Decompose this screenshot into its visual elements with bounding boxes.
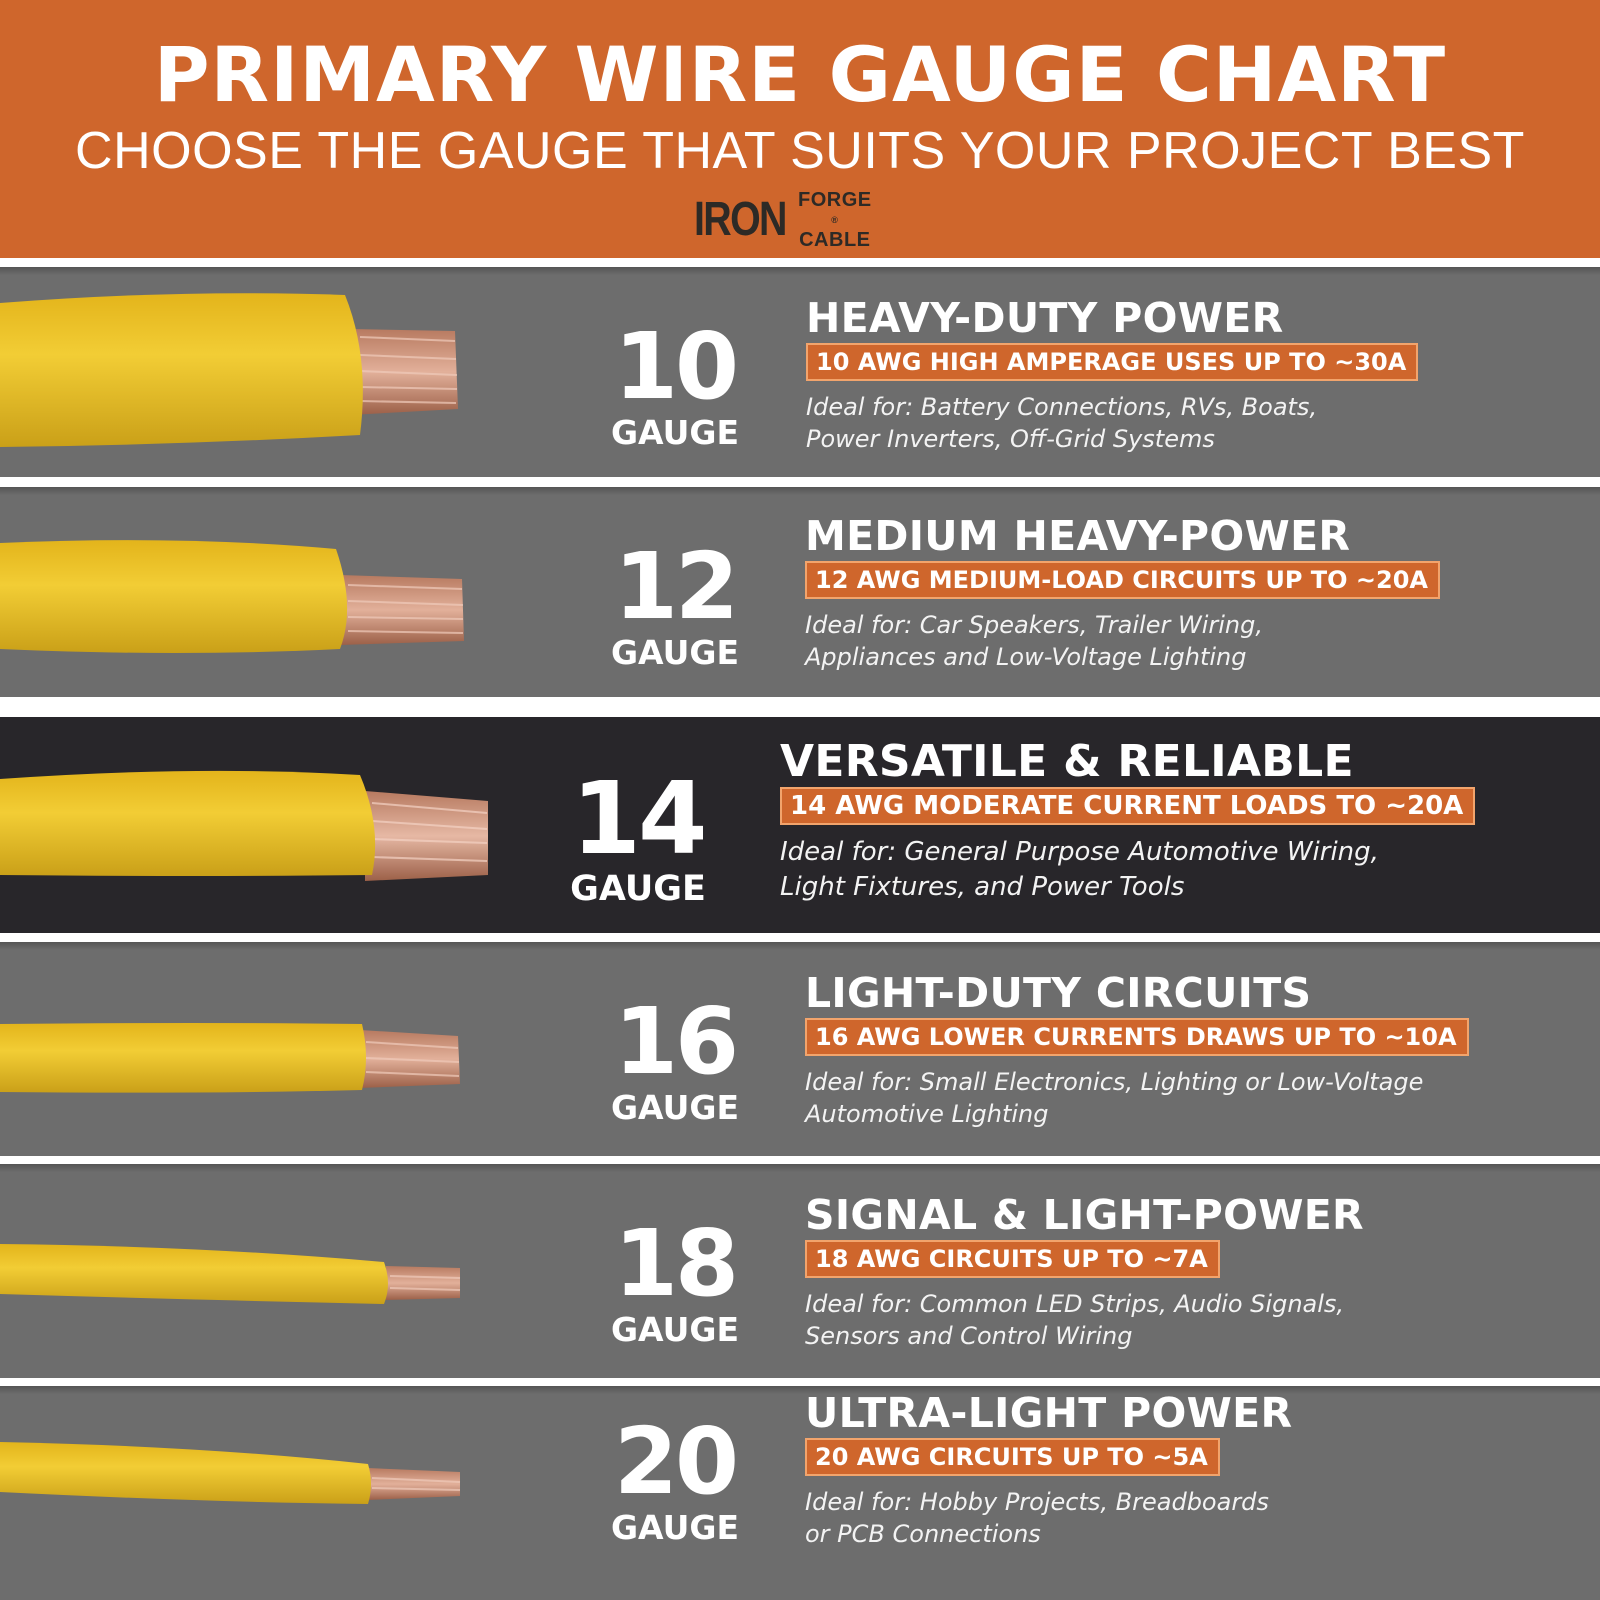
gauge-row-12: 12 GAUGE MEDIUM HEAVY-POWER 12 AWG MEDIU…	[0, 487, 1600, 697]
gauge-row-14: 14 GAUGE VERSATILE & RELIABLE 14 AWG MOD…	[0, 717, 1600, 933]
ideal-for-text: Ideal for: Battery Connections, RVs, Boa…	[806, 391, 1418, 455]
amperage-badge: 20 AWG CIRCUITS UP TO ~5A	[805, 1438, 1220, 1476]
ideal-line-1: Ideal for: Small Electronics, Lighting o…	[805, 1068, 1424, 1096]
ideal-line-2: Sensors and Control Wiring	[805, 1322, 1133, 1350]
gauge-number: 20	[613, 1408, 739, 1515]
gauge-row-20: 20 GAUGE ULTRA-LIGHT POWER 20 AWG CIRCUI…	[0, 1386, 1600, 1600]
wire-10-image	[0, 293, 458, 447]
gauge-number-20: 20 GAUGE	[585, 1416, 765, 1546]
gauge-number-18: 18 GAUGE	[585, 1218, 765, 1348]
gauge-heading: LIGHT-DUTY CIRCUITS	[805, 969, 1312, 1017]
gauge-unit: GAUGE	[610, 1310, 740, 1349]
gauge-unit: GAUGE	[610, 413, 740, 452]
gauge-unit: GAUGE	[610, 633, 740, 672]
ideal-line-1: Ideal for: Battery Connections, RVs, Boa…	[806, 393, 1318, 421]
gauge-heading: HEAVY-DUTY POWER	[806, 294, 1284, 342]
ideal-line-1: Ideal for: Common LED Strips, Audio Sign…	[805, 1290, 1345, 1318]
wire-18-image	[0, 1244, 461, 1304]
wire-14-image	[0, 770, 488, 881]
gauge-info-10: HEAVY-DUTY POWER 10 AWG HIGH AMPERAGE US…	[806, 294, 1419, 455]
gauge-heading: ULTRA-LIGHT POWER	[805, 1389, 1293, 1437]
logo-main-text: IRON	[694, 193, 787, 246]
logo-sub-text: FORGE ® CABLE	[798, 190, 872, 250]
ideal-for-text: Ideal for: Small Electronics, Lighting o…	[805, 1066, 1469, 1130]
ideal-line-2: or PCB Connections	[805, 1520, 1041, 1548]
amperage-badge: 16 AWG LOWER CURRENTS DRAWS UP TO ~10A	[805, 1018, 1469, 1056]
gauge-info-18: SIGNAL & LIGHT-POWER 18 AWG CIRCUITS UP …	[805, 1192, 1364, 1352]
header-banner: PRIMARY WIRE GAUGE CHART CHOOSE THE GAUG…	[0, 0, 1600, 258]
amperage-badge: 12 AWG MEDIUM-LOAD CIRCUITS UP TO ~20A	[805, 561, 1440, 599]
gauge-heading: SIGNAL & LIGHT-POWER	[805, 1191, 1364, 1239]
gauge-unit: GAUGE	[610, 1508, 740, 1547]
ideal-line-2: Appliances and Low-Voltage Lighting	[805, 643, 1247, 671]
ideal-for-text: Ideal for: Car Speakers, Trailer Wiring,…	[805, 609, 1440, 673]
gauge-number-12: 12 GAUGE	[585, 541, 765, 671]
ideal-line-2: Power Inverters, Off-Grid Systems	[806, 425, 1215, 453]
gauge-number: 14	[571, 760, 707, 877]
wire-16-image	[0, 1023, 460, 1093]
gauge-info-14: VERSATILE & RELIABLE 14 AWG MODERATE CUR…	[780, 736, 1476, 905]
ideal-for-text: Ideal for: Hobby Projects, Breadboards o…	[805, 1486, 1292, 1550]
ideal-line-1: Ideal for: General Purpose Automotive Wi…	[780, 837, 1379, 867]
gauge-unit: GAUGE	[570, 869, 706, 909]
wire-20-image	[0, 1442, 461, 1504]
page-subtitle: CHOOSE THE GAUGE THAT SUITS YOUR PROJECT…	[75, 122, 1525, 180]
gauge-number: 18	[613, 1210, 739, 1317]
gauge-row-18: 18 GAUGE SIGNAL & LIGHT-POWER 18 AWG CIR…	[0, 1164, 1600, 1378]
logo-forge: FORGE	[798, 189, 872, 211]
gauge-number: 16	[613, 988, 739, 1095]
amperage-badge: 10 AWG HIGH AMPERAGE USES UP TO ~30A	[806, 343, 1419, 381]
brand-logo: IRON FORGE ® CABLE	[694, 190, 872, 250]
gauge-info-20: ULTRA-LIGHT POWER 20 AWG CIRCUITS UP TO …	[805, 1390, 1292, 1550]
amperage-badge: 18 AWG CIRCUITS UP TO ~7A	[805, 1240, 1220, 1278]
page-title: PRIMARY WIRE GAUGE CHART	[153, 30, 1447, 119]
gauge-info-12: MEDIUM HEAVY-POWER 12 AWG MEDIUM-LOAD CI…	[805, 513, 1440, 673]
gauge-number-14: 14 GAUGE	[548, 760, 728, 909]
gauge-unit: GAUGE	[610, 1088, 740, 1127]
ideal-line-1: Ideal for: Car Speakers, Trailer Wiring,	[805, 611, 1263, 639]
ideal-line-2: Light Fixtures, and Power Tools	[780, 872, 1185, 902]
gauge-number: 12	[613, 533, 739, 640]
gauge-heading: VERSATILE & RELIABLE	[780, 736, 1354, 787]
registered-mark: ®	[831, 215, 839, 225]
ideal-for-text: Ideal for: General Purpose Automotive Wi…	[780, 835, 1475, 905]
wire-12-image	[0, 540, 464, 653]
ideal-line-2: Automotive Lighting	[805, 1100, 1049, 1128]
amperage-badge: 14 AWG MODERATE CURRENT LOADS TO ~20A	[780, 787, 1476, 825]
logo-cable: CABLE	[799, 229, 871, 251]
ideal-for-text: Ideal for: Common LED Strips, Audio Sign…	[805, 1288, 1364, 1352]
gauge-row-16: 16 GAUGE LIGHT-DUTY CIRCUITS 16 AWG LOWE…	[0, 942, 1600, 1156]
gauge-number-10: 10 GAUGE	[585, 321, 765, 451]
gauge-row-10: 10 GAUGE HEAVY-DUTY POWER 10 AWG HIGH AM…	[0, 267, 1600, 477]
gauge-info-16: LIGHT-DUTY CIRCUITS 16 AWG LOWER CURRENT…	[805, 970, 1469, 1130]
gauge-number-16: 16 GAUGE	[585, 996, 765, 1126]
gauge-heading: MEDIUM HEAVY-POWER	[805, 512, 1351, 560]
gauge-number: 10	[613, 313, 739, 420]
ideal-line-1: Ideal for: Hobby Projects, Breadboards	[805, 1488, 1269, 1516]
